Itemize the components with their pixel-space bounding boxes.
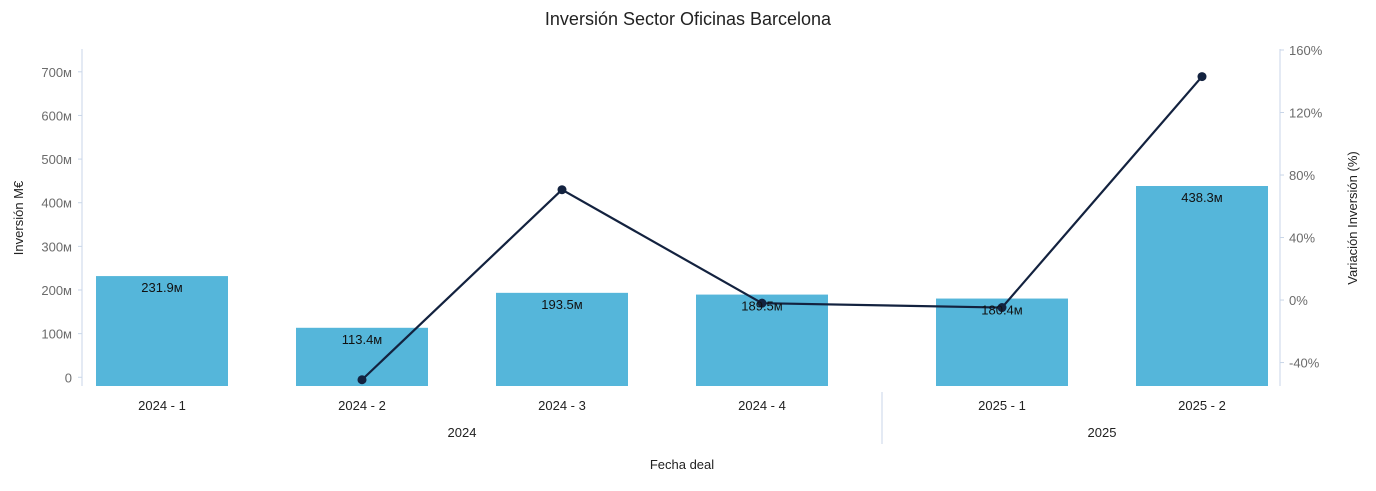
bar-1: [96, 276, 228, 386]
bar-value-label-3: 193.5м: [541, 297, 583, 312]
right-tick-label-2: 40%: [1289, 231, 1315, 246]
bars-layer: [96, 186, 1268, 386]
variation-point-4: [757, 298, 767, 308]
y-axis-title: Inversión M€: [11, 180, 26, 255]
right-axis-ticks: -40% 0% 40% 80% 120% 160%: [1280, 43, 1323, 371]
chart-title: Inversión Sector Oficinas Barcelona: [545, 9, 832, 29]
left-tick-label-6: 600м: [41, 108, 72, 123]
left-tick-label-0: 0: [65, 370, 72, 385]
left-tick-label-5: 500м: [41, 152, 72, 167]
x-tick-label-4: 2024 - 4: [738, 398, 786, 413]
bar-5: [936, 298, 1068, 386]
x-axis-ticks: 2024 - 1 2024 - 2 2024 - 3 2024 - 4 2025 - 1…: [138, 398, 1226, 413]
left-tick-label-3: 300м: [41, 239, 72, 254]
right-tick-label-5: 160%: [1289, 43, 1323, 58]
right-tick-label-3: 80%: [1289, 168, 1315, 183]
bar-3: [496, 292, 628, 386]
x-axis-group-labels: 2024 2025: [448, 425, 1117, 440]
left-axis-ticks: 0 100м 200м 300м 400м 500м 600м 700м: [41, 65, 82, 385]
bar-value-label-5: 180.4м: [981, 303, 1023, 318]
left-tick-label-2: 200м: [41, 283, 72, 298]
x-axis-title: Fecha deal: [650, 457, 714, 472]
left-tick-label-4: 400м: [41, 196, 72, 211]
variation-point-2: [357, 375, 367, 385]
variation-point-3: [557, 185, 567, 195]
line-layer: [357, 72, 1207, 385]
left-tick-label-1: 100м: [41, 327, 72, 342]
bar-6: [1136, 186, 1268, 386]
x-tick-label-3: 2024 - 3: [538, 398, 586, 413]
bar-value-label-6: 438.3м: [1181, 190, 1223, 205]
bar-value-label-4: 189.5м: [741, 299, 783, 314]
x-tick-label-6: 2025 - 2: [1178, 398, 1226, 413]
bar-value-label-1: 231.9м: [141, 280, 183, 295]
bar-value-label-2: 113.4м: [342, 332, 383, 347]
x-group-label-2024: 2024: [448, 425, 477, 440]
bar-4: [696, 294, 828, 386]
variation-point-6: [1197, 72, 1207, 82]
x-tick-label-5: 2025 - 1: [978, 398, 1026, 413]
right-tick-label-0: -40%: [1289, 356, 1320, 371]
x-tick-label-1: 2024 - 1: [138, 398, 186, 413]
right-tick-label-4: 120%: [1289, 106, 1323, 121]
x-tick-label-2: 2024 - 2: [338, 398, 386, 413]
x-group-label-2025: 2025: [1088, 425, 1117, 440]
right-tick-label-1: 0%: [1289, 293, 1308, 308]
left-tick-label-7: 700м: [41, 65, 72, 80]
y2-axis-title: Variación Inversión (%): [1345, 151, 1360, 284]
variation-point-5: [997, 303, 1007, 313]
data-labels-layer: 231.9м 113.4м 193.5м 189.5м 180.4м 438.3м: [141, 190, 1223, 347]
